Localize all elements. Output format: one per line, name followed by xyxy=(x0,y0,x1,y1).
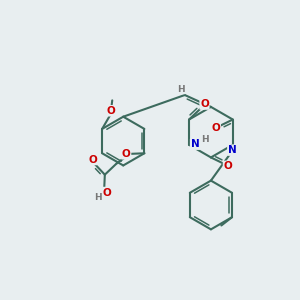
Text: H: H xyxy=(201,135,208,144)
Text: O: O xyxy=(212,124,220,134)
Text: O: O xyxy=(122,149,130,159)
Text: O: O xyxy=(200,99,209,109)
Text: O: O xyxy=(102,188,111,197)
Text: H: H xyxy=(94,194,101,202)
Text: H: H xyxy=(177,85,185,94)
Text: O: O xyxy=(88,154,97,164)
Text: N: N xyxy=(228,145,237,155)
Text: O: O xyxy=(224,161,232,171)
Text: N: N xyxy=(190,139,200,149)
Text: O: O xyxy=(106,106,115,116)
